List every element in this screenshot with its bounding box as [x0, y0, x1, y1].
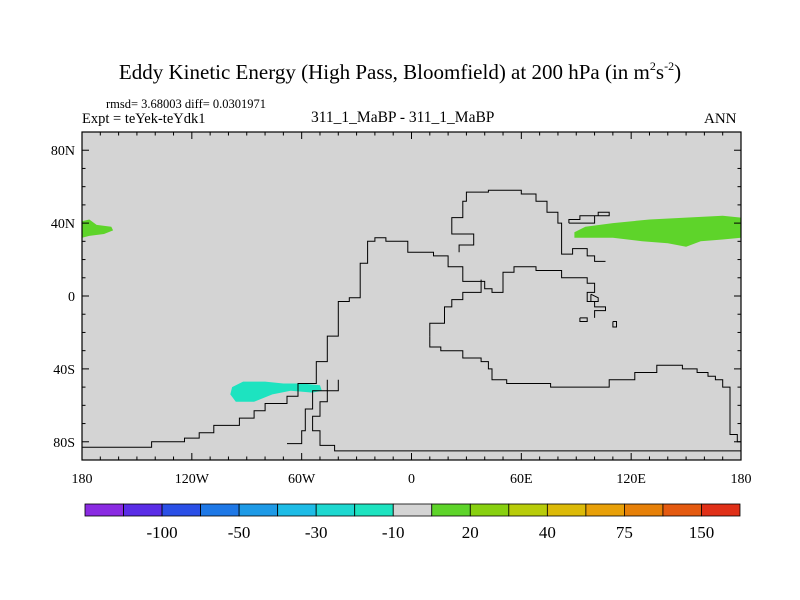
colorbar-box	[161, 503, 201, 517]
axis-layer: 180 120W 60W 0 60E 120E 180 80N 40N 0 40S 80S	[51, 132, 752, 487]
colorbar-label: -30	[305, 523, 328, 542]
positive-region-east	[574, 215, 741, 247]
map-layer	[81, 131, 742, 461]
colorbar-box	[200, 503, 240, 517]
x-tick-label: 120E	[616, 472, 646, 487]
colorbar-box	[546, 503, 587, 517]
coastline-bay	[287, 379, 328, 445]
title-main: Eddy Kinetic Energy (High Pass, Bloomfie…	[118, 60, 650, 84]
y-tick-label: 80S	[53, 436, 75, 451]
colorbar-label: 20	[462, 523, 479, 542]
colorbar-box	[84, 503, 124, 517]
x-tick-label: 180	[731, 472, 752, 487]
colorbar-label: 40	[539, 523, 556, 542]
colorbar-box	[277, 503, 317, 517]
colorbar-label: 150	[689, 523, 715, 542]
title-end: )	[674, 60, 682, 84]
colorbar: -100 -50 -30 -10 20 40 75 150	[84, 503, 741, 542]
colorbar-box	[585, 503, 625, 517]
island-small-b	[579, 317, 588, 322]
chart-title: Eddy Kinetic Energy (High Pass, Bloomfie…	[0, 59, 800, 84]
y-tick-label: 80N	[51, 144, 75, 159]
x-tick-label: 0	[408, 472, 415, 487]
positive-region-west	[82, 219, 114, 238]
colorbar-box	[624, 503, 664, 517]
y-tick-label: 40N	[51, 217, 75, 232]
x-tick-label: 60E	[510, 472, 533, 487]
title-sup-1: 2	[649, 59, 656, 73]
title-mid: s	[655, 60, 665, 84]
season-label: ANN	[704, 111, 737, 127]
rmsd-label: rmsd= 3.68003 diff= 0.0301971	[106, 97, 267, 111]
colorbar-label: -50	[228, 523, 251, 542]
island-small-c	[612, 321, 617, 328]
colorbar-label: -10	[382, 523, 405, 542]
colorbar-box	[469, 503, 510, 517]
x-tick-label: 120W	[175, 472, 210, 487]
coastline-southern	[429, 336, 741, 443]
colorbar-label: 75	[616, 523, 633, 542]
y-tick-label: 0	[68, 290, 75, 305]
coastline-north	[451, 189, 606, 262]
x-tick-label: 60W	[288, 472, 316, 487]
island-small-a	[590, 293, 599, 302]
map-background	[82, 132, 741, 460]
colorbar-box	[315, 503, 356, 517]
colorbar-box	[238, 503, 279, 517]
colorbar-box	[392, 503, 433, 517]
colorbar-box	[701, 503, 741, 517]
coastline-africa-west	[429, 279, 482, 337]
coastline-main	[82, 237, 606, 448]
negative-region-south	[230, 381, 322, 402]
y-tick-label: 40S	[53, 363, 75, 378]
cases-label: 311_1_MaBP - 311_1_MaBP	[311, 109, 495, 126]
island-north	[568, 211, 610, 224]
colorbar-box	[123, 503, 163, 517]
title-sup-2: -2	[664, 59, 675, 73]
colorbar-box	[431, 503, 471, 517]
x-tick-label: 180	[72, 472, 93, 487]
colorbar-box	[354, 503, 394, 517]
colorbar-box	[508, 503, 548, 517]
colorbar-box	[662, 503, 702, 517]
expt-label: Expt = teYek-teYdk1	[82, 111, 206, 127]
colorbar-label: -100	[147, 523, 178, 542]
